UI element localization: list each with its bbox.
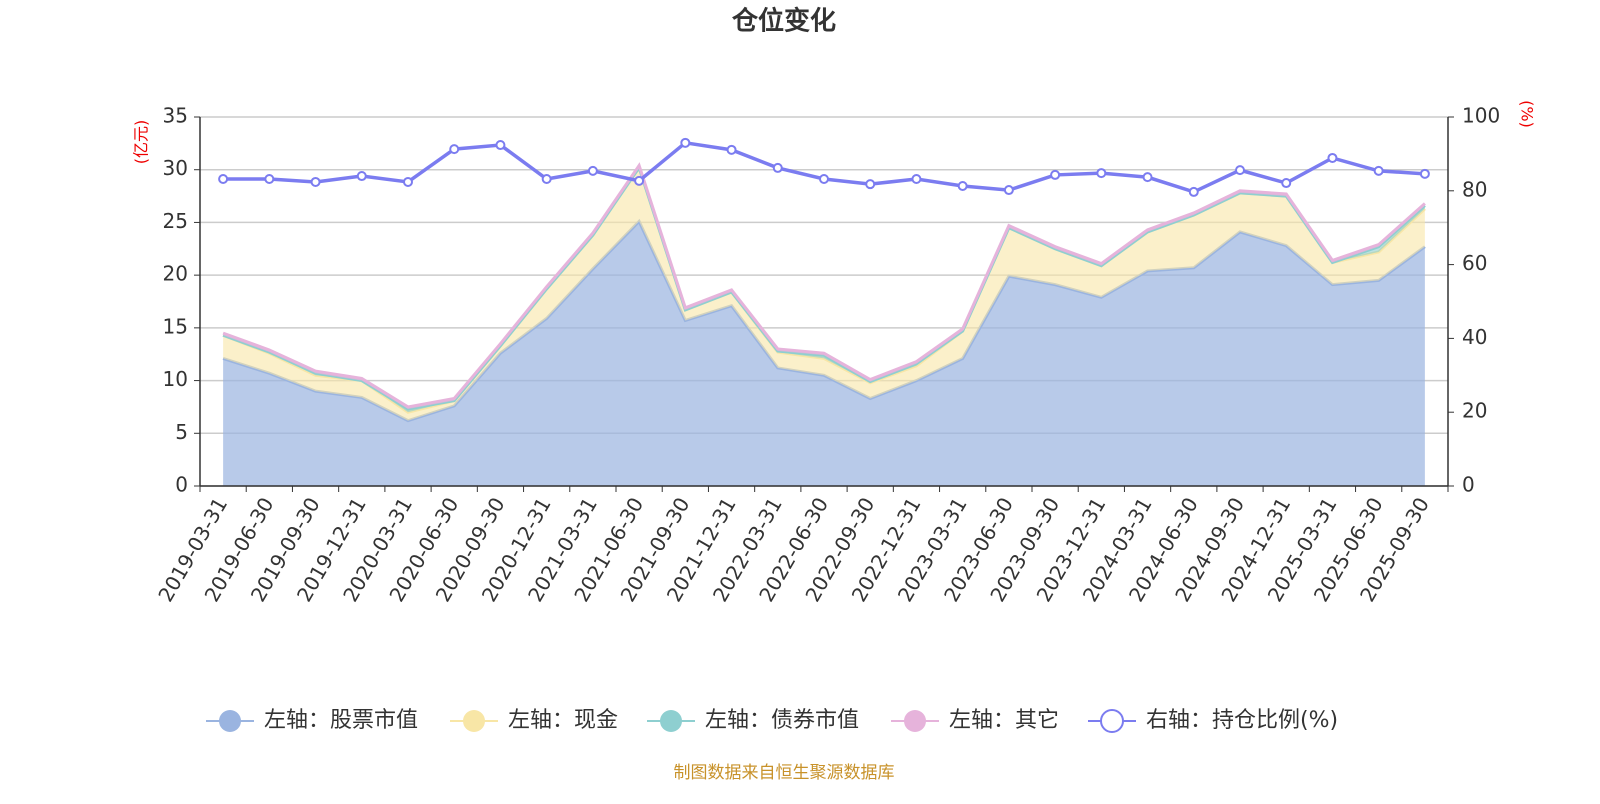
ratio-marker <box>1096 168 1107 179</box>
ratio-marker <box>587 165 598 176</box>
ratio-marker <box>449 144 460 155</box>
ratio-marker <box>1281 178 1292 189</box>
area-fill <box>223 167 1425 421</box>
ratio-marker <box>541 173 552 184</box>
y-axis-label: (亿元) <box>132 120 151 165</box>
legend-marker <box>660 710 682 732</box>
y2-tick-label: 100 <box>1462 104 1500 128</box>
ratio-marker <box>218 173 229 184</box>
ratio-marker <box>310 176 321 187</box>
ratio-marker <box>1050 169 1061 180</box>
y2-tick-label: 80 <box>1462 177 1487 201</box>
ratio-marker <box>264 173 275 184</box>
legend-label: 左轴：债券市值 <box>705 708 859 733</box>
legend-label: 左轴：现金 <box>508 708 618 733</box>
ratio-marker <box>1373 165 1384 176</box>
ratio-marker <box>819 173 829 184</box>
ratio-marker <box>957 181 968 192</box>
y-tick-label: 15 <box>163 314 188 338</box>
y-tick-label: 0 <box>175 473 188 497</box>
legend-marker <box>463 710 485 732</box>
legend-label: 右轴：持仓比例(%) <box>1146 708 1338 733</box>
ratio-marker <box>680 137 691 148</box>
source-note: 制图数据来自恒生聚源数据库 <box>674 763 895 783</box>
y-tick-label: 25 <box>163 209 188 233</box>
ratio-marker <box>634 175 645 186</box>
legend-marker <box>219 710 241 732</box>
ratio-marker <box>911 173 922 184</box>
ratio-marker <box>495 140 506 151</box>
y2-axis-label: (%) <box>1518 100 1537 128</box>
ratio-marker <box>1142 172 1153 183</box>
ratio-marker <box>1235 165 1245 176</box>
ratio-line <box>223 140 1426 194</box>
ratio-marker <box>1419 168 1430 179</box>
ratio-marker <box>1188 186 1199 197</box>
chart-title: 仓位变化 <box>731 6 836 37</box>
ratio-marker <box>1003 185 1014 196</box>
legend-label: 左轴：股票市值 <box>264 708 418 733</box>
y2-tick-label: 20 <box>1462 399 1487 423</box>
legend-marker <box>904 710 926 732</box>
ratio-marker <box>865 179 876 190</box>
ratio-marker <box>1327 152 1338 163</box>
y2-tick-label: 60 <box>1462 251 1487 275</box>
ratio-marker <box>356 171 367 182</box>
y-tick-label: 20 <box>163 262 188 286</box>
ratio-marker <box>403 176 413 187</box>
y-tick-label: 10 <box>163 367 188 391</box>
y-tick-label: 35 <box>163 104 188 128</box>
ratio-marker <box>726 144 737 155</box>
legend-marker <box>1100 709 1124 733</box>
y2-tick-label: 0 <box>1462 473 1475 497</box>
y-tick-label: 5 <box>175 420 188 444</box>
area-fill <box>223 221 1425 487</box>
area-line <box>222 162 1426 409</box>
y2-tick-label: 40 <box>1462 325 1487 349</box>
legend-label: 左轴：其它 <box>949 708 1059 733</box>
y-tick-label: 30 <box>163 156 188 180</box>
ratio-marker <box>772 162 783 173</box>
